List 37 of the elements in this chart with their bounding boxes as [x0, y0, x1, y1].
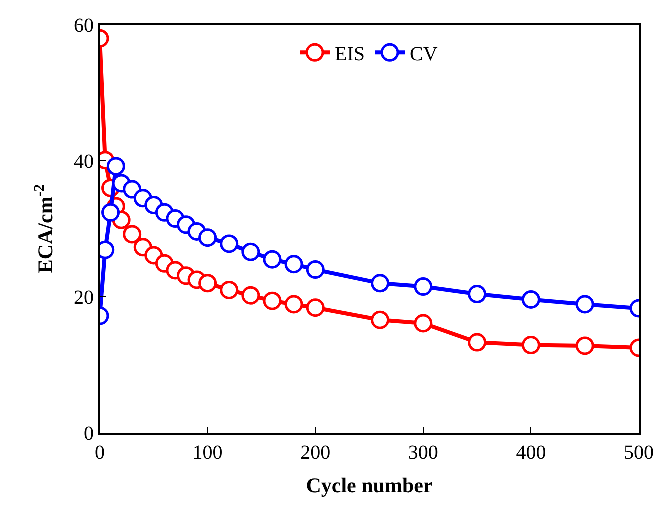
point	[522, 290, 540, 309]
y-tick-label: 60	[74, 15, 94, 37]
point	[468, 285, 487, 304]
point	[576, 295, 594, 314]
legend-label: CV	[410, 43, 438, 66]
point	[102, 203, 120, 222]
x-tick-label: 300	[408, 442, 438, 464]
y-tick-label: 0	[84, 423, 94, 445]
x-axis-title: Cycle number	[306, 474, 433, 498]
point	[106, 157, 126, 176]
x-tick-label: 500	[624, 442, 654, 464]
point	[284, 255, 304, 274]
point	[414, 278, 433, 296]
point	[242, 242, 260, 262]
point	[468, 333, 487, 352]
x-tick-label: 200	[300, 442, 331, 464]
y-tick-label: 20	[74, 287, 94, 309]
point	[306, 260, 325, 280]
point	[198, 274, 218, 293]
x-tick-label: 400	[516, 442, 546, 464]
point	[576, 336, 594, 356]
point	[371, 310, 390, 330]
y-tick-label: 40	[74, 151, 94, 173]
point	[284, 295, 304, 314]
point	[123, 225, 142, 244]
point	[220, 280, 239, 300]
point	[371, 274, 390, 293]
point	[220, 234, 239, 254]
point	[306, 298, 325, 318]
point	[522, 336, 540, 355]
point	[198, 228, 218, 248]
point	[263, 292, 282, 310]
point	[242, 286, 260, 305]
x-tick-label: 100	[192, 442, 223, 464]
point	[263, 250, 282, 269]
point	[414, 314, 433, 333]
legend-label: EIS	[335, 43, 365, 66]
